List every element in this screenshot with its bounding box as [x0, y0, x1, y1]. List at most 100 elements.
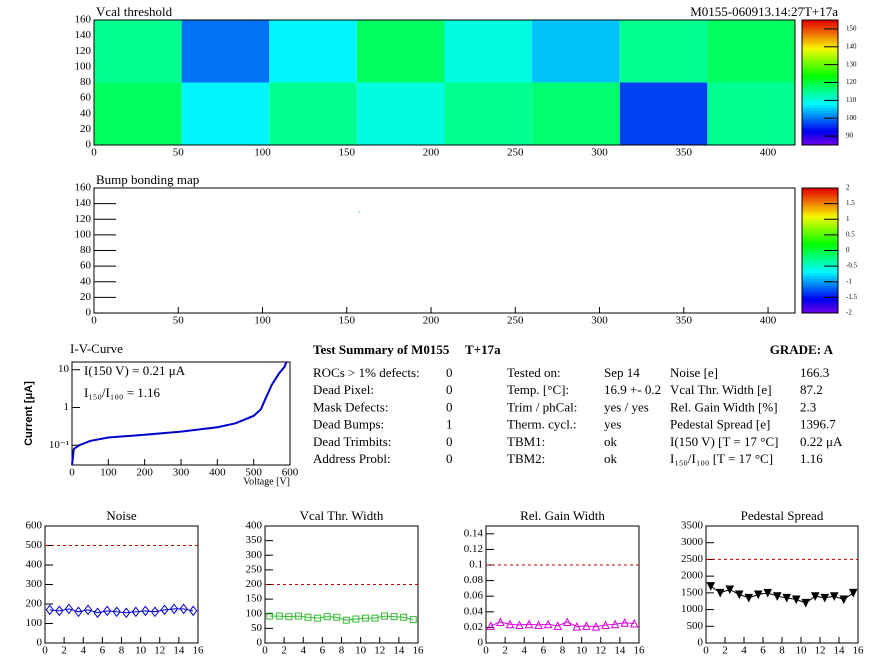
y-tick-label: 100 [75, 228, 92, 240]
y-tick-label: 140 [75, 197, 92, 209]
colorbar-segment [802, 55, 838, 58]
colorbar-segment [802, 210, 838, 214]
y-tick-label: 250 [246, 563, 263, 575]
grade: GRADE: A [770, 342, 834, 357]
colorbar-segment [802, 70, 838, 73]
x-tick-label: 500 [245, 467, 262, 479]
x-tick-label: 600 [282, 467, 299, 479]
heatmap-cell [619, 82, 708, 145]
colorbar-segment [802, 198, 838, 201]
data-line [269, 615, 414, 621]
summary-value: yes [604, 417, 621, 432]
x-tick-label: 200 [423, 315, 440, 327]
marker [390, 613, 398, 621]
marker [122, 607, 131, 619]
colorbar-segment [802, 258, 838, 261]
marker [74, 606, 83, 618]
colorbar-segment [802, 85, 838, 88]
chart-title: I-V-Curve [70, 341, 123, 356]
x-tick-label: 300 [591, 147, 608, 159]
marker [791, 595, 801, 605]
colorbar-segment [802, 100, 838, 103]
colorbar-segment [802, 57, 838, 61]
y-tick-label: 0.1 [469, 559, 483, 571]
summary-label: Therm. cycl.: [507, 417, 577, 432]
x-tick-label: 0 [69, 467, 75, 479]
summary-value: 0.22 μA [800, 434, 843, 449]
colorbar-segment [802, 235, 838, 239]
x-tick-label: 8 [119, 645, 125, 657]
summary-value: 16.9 +- 0.2 [604, 382, 661, 397]
marker [572, 622, 582, 631]
y-tick-label: 0.14 [464, 527, 484, 539]
y-tick-label: 40 [80, 275, 92, 287]
marker [839, 595, 849, 605]
x-tick-label: 400 [760, 147, 777, 159]
x-tick-label: 14 [393, 645, 405, 657]
y-tick-label: 20 [80, 123, 92, 135]
colorbar-tick-label: 1 [846, 215, 850, 223]
marker [361, 614, 369, 622]
y-tick-label: 500 [26, 539, 43, 551]
x-tick-label: 6 [320, 645, 326, 657]
colorbar-segment [802, 87, 838, 91]
colorbar-segment [802, 45, 838, 48]
colorbar-segment [802, 125, 838, 128]
colorbar-tick-label: -0.5 [846, 262, 858, 270]
marker [801, 598, 811, 608]
colorbar-segment [802, 240, 838, 244]
chart-title: Rel. Gain Width [520, 508, 605, 523]
colorbar-segment [802, 243, 838, 246]
x-tick-label: 16 [634, 645, 646, 657]
y-tick-label: 120 [75, 213, 92, 225]
y-tick-label: 0.12 [464, 543, 483, 555]
heatmap-cell [94, 20, 182, 83]
colorbar-segment [802, 50, 838, 53]
x-tick-label: 50 [173, 315, 185, 327]
colorbar-segment [802, 278, 838, 281]
colorbar-segment [802, 25, 838, 28]
colorbar-segment [802, 132, 838, 136]
colorbar-segment [802, 275, 838, 279]
marker [553, 621, 563, 630]
marker [848, 588, 858, 598]
x-tick-label: 50 [173, 147, 185, 159]
summary-value: ok [604, 451, 618, 466]
colorbar-segment [802, 208, 838, 211]
marker [45, 604, 54, 616]
x-tick-label: 2 [61, 645, 67, 657]
y-tick-label: 0 [478, 637, 484, 649]
marker [409, 616, 417, 624]
y-tick-label: 80 [80, 244, 92, 256]
x-tick-label: 6 [760, 645, 766, 657]
x-tick-label: 16 [853, 645, 865, 657]
colorbar-segment [802, 92, 838, 96]
marker [371, 614, 379, 622]
x-tick-label: 100 [254, 315, 271, 327]
data-line [71, 361, 288, 466]
marker [55, 605, 64, 617]
x-tick-label: 10 [576, 645, 588, 657]
colorbar-segment [802, 117, 838, 121]
colorbar-tick-label: 2 [846, 184, 850, 192]
summary-label: I₁₅₀/I₁₀₀ [T = 17 °C] [670, 451, 773, 466]
heatmap-cell [94, 82, 182, 145]
x-tick-label: 4 [301, 645, 307, 657]
colorbar-tick-label: 100 [846, 114, 857, 122]
colorbar-segment [802, 218, 838, 221]
marker [304, 613, 312, 621]
x-tick-label: 10 [135, 645, 147, 657]
heatmap-cell [532, 20, 620, 83]
colorbar-segment [802, 60, 838, 63]
plot-frame [264, 525, 419, 644]
y-tick-label: 1 [64, 401, 70, 413]
colorbar-segment [802, 203, 838, 206]
colorbar-segment [802, 137, 838, 141]
marker [266, 612, 274, 620]
y-tick-label: 40 [80, 107, 92, 119]
colorbar-segment [802, 105, 838, 108]
y-tick-label: 0.08 [464, 574, 484, 586]
summary-label: Trim / phCal: [507, 399, 577, 414]
colorbar-segment [802, 270, 838, 274]
colorbar-tick-label: 0 [846, 246, 850, 254]
